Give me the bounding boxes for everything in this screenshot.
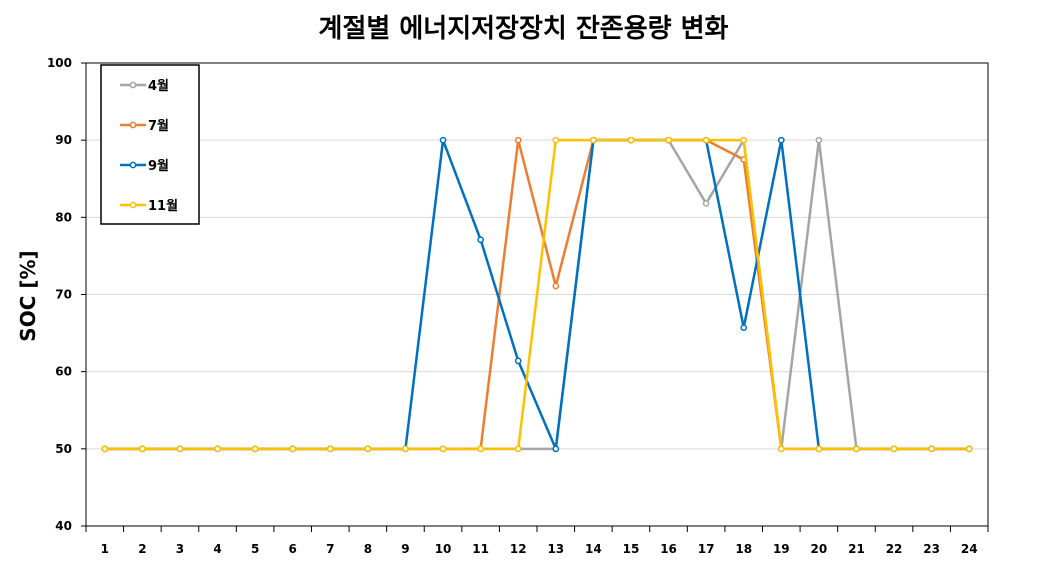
series-lines (101, 136, 973, 453)
y-tick-label-70: 70 (55, 288, 72, 302)
y-tick-label-100: 100 (47, 56, 72, 70)
data-point (815, 445, 823, 453)
legend-label-4: 11월 (148, 198, 178, 214)
data-point (402, 445, 409, 453)
data-point (514, 136, 522, 144)
data-point (890, 445, 898, 453)
legend: 4월 7월 9월 11월 (100, 64, 200, 225)
legend-entry-2: 7월 (120, 118, 169, 134)
data-point (815, 136, 823, 144)
data-point (590, 136, 597, 144)
x-tick-label-5: 5 (251, 542, 259, 556)
data-point (665, 136, 672, 144)
x-tick-label-15: 15 (623, 542, 640, 556)
legend-label-1: 4월 (148, 78, 169, 94)
x-tick-label-3: 3 (176, 542, 184, 556)
x-tick-label-8: 8 (364, 542, 372, 556)
data-point (740, 136, 748, 144)
x-tick-label-1: 1 (101, 542, 109, 556)
data-point (214, 445, 221, 453)
data-point (777, 136, 785, 144)
data-point (477, 236, 484, 244)
data-point (439, 136, 447, 144)
x-tick-label-13: 13 (547, 542, 564, 556)
x-tick-label-6: 6 (289, 542, 297, 556)
data-point (477, 445, 484, 453)
data-point (853, 445, 860, 453)
x-tick-label-21: 21 (848, 542, 865, 556)
x-tick-label-12: 12 (510, 542, 527, 556)
data-point (289, 445, 297, 453)
x-tick-label-14: 14 (585, 542, 602, 556)
data-point (176, 445, 184, 453)
x-tick-label-22: 22 (886, 542, 903, 556)
data-point (928, 445, 935, 453)
legend-entry-3: 9월 (120, 158, 169, 174)
legend-label-3: 9월 (148, 158, 169, 174)
x-tick-label-23: 23 (923, 542, 940, 556)
chart-title: 계절별 에너지저장장치 잔존용량 변화 (318, 14, 729, 44)
data-point (552, 282, 560, 290)
data-point (552, 136, 560, 144)
x-tick-label-17: 17 (698, 542, 715, 556)
data-point (965, 445, 973, 453)
data-point (740, 324, 748, 332)
x-tick-label-2: 2 (138, 542, 146, 556)
y-tick-label-50: 50 (55, 442, 72, 456)
legend-swatch-marker (129, 81, 137, 89)
x-tick-label-24: 24 (961, 542, 978, 556)
x-tick-label-20: 20 (811, 542, 828, 556)
x-tick-label-18: 18 (735, 542, 752, 556)
data-point (514, 445, 522, 453)
x-tick-label-7: 7 (326, 542, 334, 556)
data-point (702, 136, 710, 144)
legend-swatch-marker (129, 161, 137, 169)
data-point (251, 445, 259, 453)
y-tick-label-40: 40 (55, 519, 72, 533)
data-point (627, 136, 635, 144)
legend-label-2: 7월 (148, 118, 169, 134)
x-tick-label-16: 16 (660, 542, 677, 556)
x-tick-label-9: 9 (401, 542, 409, 556)
data-point (552, 445, 560, 453)
legend-entry-1: 4월 (120, 78, 169, 94)
x-tick-label-4: 4 (213, 542, 221, 556)
data-point (514, 357, 522, 365)
legend-swatch-marker (129, 121, 137, 129)
legend-swatch-marker (129, 201, 137, 209)
series-4 (101, 136, 973, 453)
legend-box (100, 64, 200, 225)
x-tick-label-11: 11 (472, 542, 489, 556)
series-line-4 (104, 138, 970, 451)
data-point (702, 200, 710, 207)
data-point (364, 445, 372, 453)
y-tick-label-80: 80 (55, 210, 72, 224)
data-point (439, 445, 447, 453)
x-tick-label-10: 10 (435, 542, 452, 556)
data-point (326, 445, 334, 453)
data-point (777, 445, 785, 453)
x-tick-label-19: 19 (773, 542, 790, 556)
legend-entry-4: 11월 (120, 198, 178, 214)
y-tick-label-60: 60 (55, 365, 72, 379)
data-point (101, 445, 109, 453)
y-tick-label-90: 90 (55, 133, 72, 147)
data-point (139, 445, 146, 453)
